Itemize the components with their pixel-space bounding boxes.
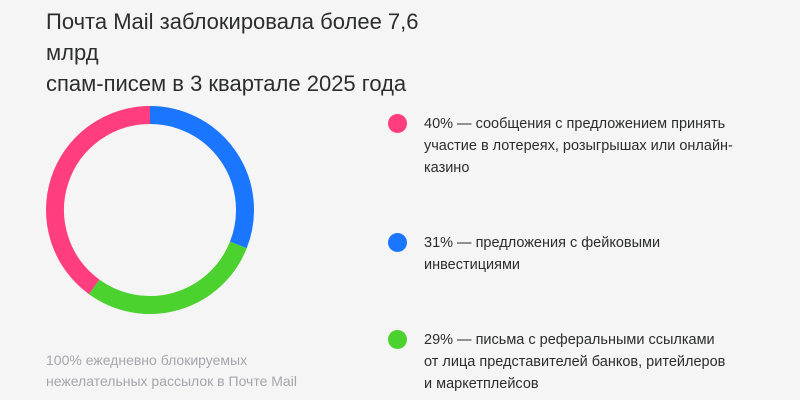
- chart-title: Почта Mail заблокировала более 7,6 млрд …: [46, 6, 476, 99]
- legend-text: 31% — предложения с фейковыми инвестиция…: [424, 232, 784, 276]
- chart-title-line-2: спам-писем в 3 квартале 2025 года: [46, 71, 407, 96]
- donut-slice-referral-links: [88, 241, 247, 314]
- chart-title-line-1: Почта Mail заблокировала более 7,6 млрд: [46, 9, 419, 65]
- chart-caption-line-1: 100% ежедневно блокируемых: [46, 352, 248, 368]
- legend-text-line: инвестициями: [424, 257, 521, 273]
- legend-text-line: казино: [424, 160, 470, 176]
- chart-caption-line-2: нежелательных рассылок в Почте Mail: [46, 373, 297, 389]
- legend-text-line: 40% — сообщения с предложением принять: [424, 116, 726, 132]
- chart-legend: 40% — сообщения с предложением принять у…: [388, 0, 788, 400]
- chart-caption: 100% ежедневно блокируемых нежелательных…: [46, 350, 346, 392]
- donut-slice-fake-investments: [149, 106, 254, 249]
- legend-dot-icon: [388, 233, 407, 252]
- legend-text-line: и маркетплейсов: [424, 376, 539, 392]
- donut-slices: [46, 106, 254, 314]
- legend-dot-icon: [388, 114, 407, 133]
- legend-text: 40% — сообщения с предложением принять у…: [424, 113, 784, 179]
- donut-chart: [46, 106, 254, 314]
- legend-text-line: участие в лотереях, розыгрышах или онлай…: [424, 138, 733, 154]
- legend-text-line: 29% — письма с реферальными ссылками: [424, 332, 715, 348]
- legend-text-line: от лица представителей банков, ритейлеро…: [424, 354, 726, 370]
- legend-text-line: 31% — предложения с фейковыми: [424, 235, 661, 251]
- donut-slice-lottery: [46, 106, 151, 295]
- legend-dot-icon: [388, 330, 407, 349]
- legend-text: 29% — письма с реферальными ссылками от …: [424, 329, 784, 395]
